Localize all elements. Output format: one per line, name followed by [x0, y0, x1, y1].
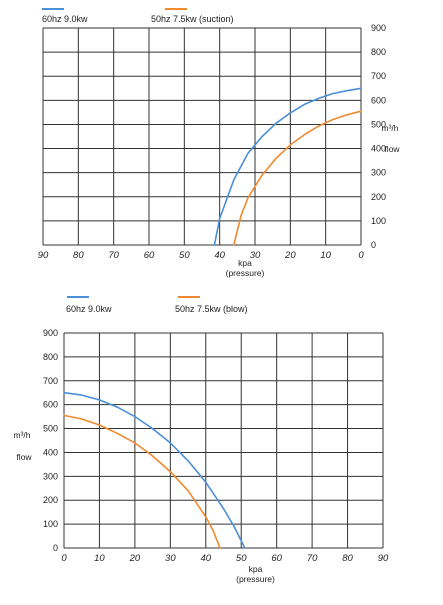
- chart2-x-tick-label: 70: [307, 553, 318, 564]
- chart2-x-tick-label: 90: [378, 553, 389, 564]
- chart1-y-tick-label: 400: [371, 144, 386, 154]
- chart1-y-axis-label: flow: [384, 144, 400, 154]
- chart2-x-tick-label: 0: [61, 553, 67, 564]
- chart2-y-tick-label: 300: [43, 471, 58, 481]
- chart1-y-tick-label: 600: [371, 95, 386, 105]
- chart1-x-tick-label: 40: [214, 250, 225, 261]
- chart2-x-tick-label: 60: [271, 553, 282, 564]
- chart2-y-tick-label: 100: [43, 519, 58, 529]
- chart2-x-tick-label: 80: [342, 553, 353, 564]
- chart2-x-tick-label: 30: [165, 553, 176, 564]
- chart1-x-tick-label: 50: [179, 250, 190, 261]
- chart2-y-tick-label: 900: [43, 328, 58, 338]
- chart1-y-tick-label: 500: [371, 119, 386, 129]
- chart1-y-tick-label: 200: [371, 192, 386, 202]
- chart1-legend-label-2: 50hz 7.5kw (suction): [151, 14, 234, 24]
- chart1-series-line-2: [233, 110, 362, 246]
- chart2-y-tick-label: 700: [43, 376, 58, 386]
- chart2-series-line-2: [63, 414, 221, 549]
- chart2-y-tick-label: 500: [43, 424, 58, 434]
- chart1-x-tick-label: 0: [358, 250, 364, 261]
- chart1-x-tick-label: 60: [144, 250, 155, 261]
- chart1-series-line-1: [213, 87, 362, 246]
- chart1-y-tick-label: 0: [371, 240, 376, 250]
- chart1-x-axis-label: kpa: [238, 258, 252, 268]
- chart1-y-tick-label: 900: [371, 23, 386, 33]
- chart2-y-axis-label: flow: [16, 452, 32, 462]
- chart2-legend-label-2: 50hz 7.5kw (blow): [175, 304, 248, 314]
- chart2-y-tick-label: 0: [53, 543, 58, 553]
- chart1-x-tick-label: 70: [108, 250, 119, 261]
- chart1-x-tick-label: 20: [284, 250, 296, 261]
- chart2-x-axis-sublabel: (pressure): [236, 574, 275, 584]
- chart1-x-tick-label: 80: [73, 250, 84, 261]
- chart1-y-tick-label: 800: [371, 47, 386, 57]
- chart2-x-tick-label: 20: [129, 553, 141, 564]
- chart1-x-tick-label: 90: [38, 250, 49, 261]
- chart2-series-line-1: [63, 391, 246, 549]
- chart2-x-tick-label: 40: [200, 553, 211, 564]
- chart2-y-tick-label: 200: [43, 495, 58, 505]
- chart1-y-tick-label: 300: [371, 168, 386, 178]
- chart2-x-tick-label: 50: [236, 553, 247, 564]
- chart2-y-tick-label: 400: [43, 447, 58, 457]
- chart1-y-tick-label: 100: [371, 216, 386, 226]
- chart1-y-axis-unit: m³/h: [382, 123, 399, 133]
- chart1-x-tick-label: 10: [320, 250, 331, 261]
- chart1-x-axis-sublabel: (pressure): [226, 268, 265, 278]
- chart2-x-tick-label: 10: [94, 553, 105, 564]
- chart2-y-tick-label: 800: [43, 352, 58, 362]
- chart1-y-tick-label: 700: [371, 71, 386, 81]
- chart1-x-tick-label: 30: [250, 250, 261, 261]
- chart2-x-axis-label: kpa: [249, 564, 263, 574]
- chart2-y-axis-unit: m³/h: [14, 430, 31, 440]
- chart1-legend-label-1: 60hz 9.0kw: [42, 14, 88, 24]
- chart2-y-tick-label: 600: [43, 400, 58, 410]
- chart2-legend-label-1: 60hz 9.0kw: [66, 304, 112, 314]
